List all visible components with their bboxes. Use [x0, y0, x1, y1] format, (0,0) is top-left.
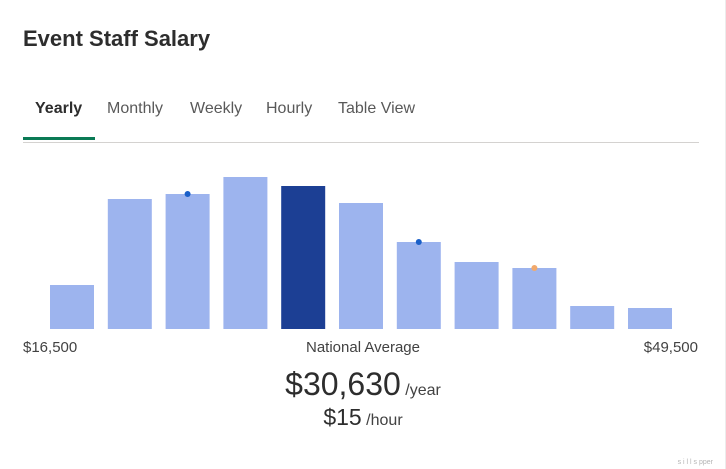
hourly-salary-unit: /hour — [366, 412, 403, 429]
histogram-bar — [50, 285, 94, 329]
national-average-label: National Average — [306, 339, 420, 356]
histogram-bar — [107, 199, 152, 329]
tab-weekly[interactable]: Weekly — [190, 100, 243, 117]
histogram-bar — [512, 268, 557, 329]
hourly-salary-value: $15 — [323, 404, 362, 430]
histogram-bar — [165, 194, 210, 329]
tab-divider — [23, 142, 699, 143]
bar-marker-dot — [184, 191, 191, 197]
histogram-bar — [396, 242, 441, 329]
histogram-bar — [223, 177, 268, 329]
bar-marker-dot — [415, 239, 422, 245]
histogram-bar — [628, 308, 672, 329]
tab-yearly[interactable]: Yearly — [35, 100, 83, 117]
active-tab-indicator — [23, 137, 95, 140]
page-title: Event Staff Salary — [23, 26, 211, 51]
salary-distribution-chart — [50, 177, 672, 329]
histogram-bar-average — [281, 186, 326, 329]
histogram-bar — [570, 306, 615, 329]
hourly-salary: $15 /hour — [0, 404, 726, 431]
tab-hourly[interactable]: Hourly — [266, 100, 313, 117]
watermark: s i l l s pper — [677, 459, 713, 466]
tab-monthly[interactable]: Monthly — [107, 100, 164, 117]
yearly-salary-unit: /year — [405, 382, 441, 399]
yearly-salary-value: $30,630 — [285, 366, 401, 402]
histogram-bar — [339, 203, 383, 329]
histogram-bar — [454, 262, 499, 329]
chart-min-label: $16,500 — [23, 339, 78, 356]
chart-max-label: $49,500 — [643, 339, 698, 356]
tab-table-view[interactable]: Table View — [338, 100, 416, 117]
period-tabs: Yearly Monthly Weekly Hourly Table View — [23, 96, 699, 142]
bar-marker-dot — [531, 265, 538, 271]
yearly-salary: $30,630 /year — [0, 366, 726, 403]
